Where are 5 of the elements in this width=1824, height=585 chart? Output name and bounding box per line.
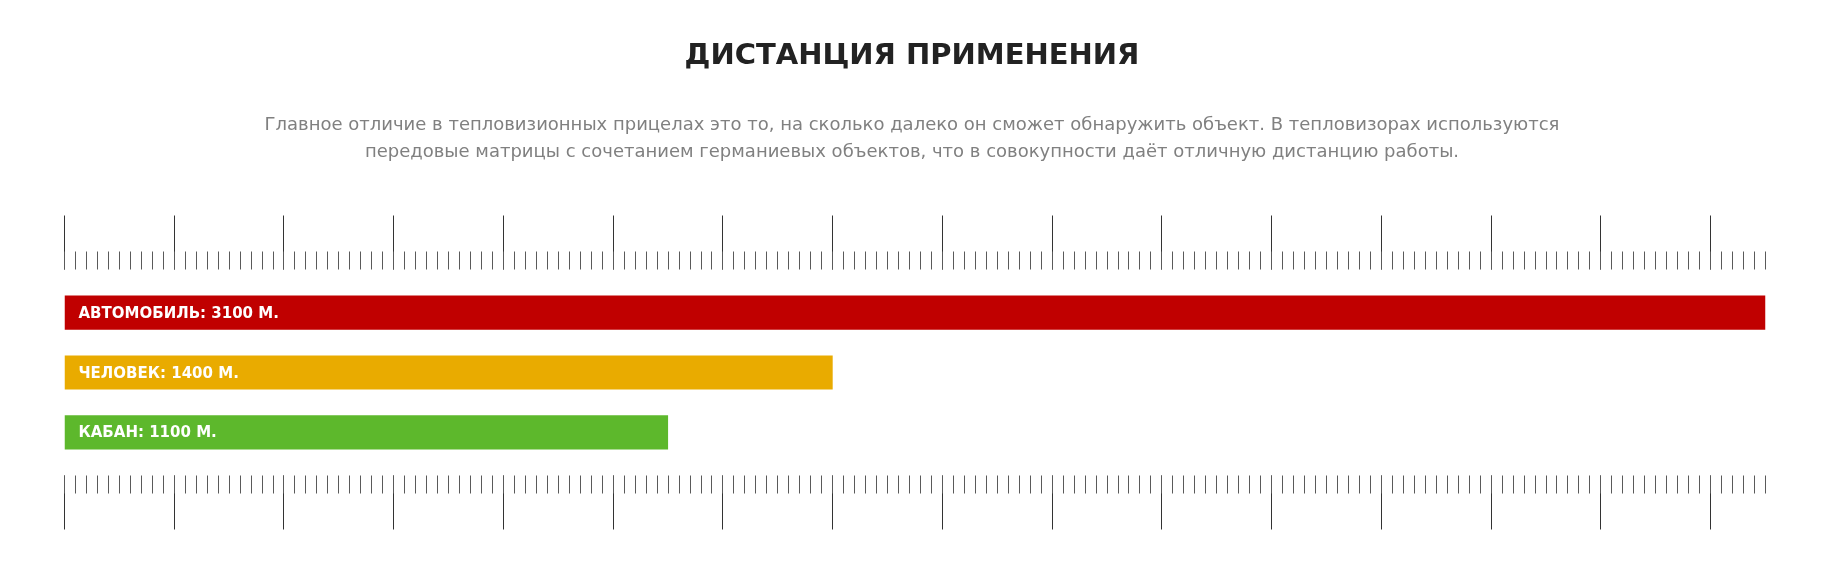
data-label: АВТОМОБИЛЬ: 3100 М. [78, 303, 279, 322]
chart-title: ДИСТАНЦИЯ ПРИМЕНЕНИЯ [684, 36, 1140, 72]
chart-subtitle: Главное отличие в тепловизионных прицелах это то, на сколько далеко он сможет обнаружить объект. В тепловизорах используются передовые матрицы с сочетанием германиевых объектов, что в совокупности даёт отличную дистанцию работы. [263, 112, 1561, 163]
data-label: КАБАН: 1100 М. [78, 423, 217, 442]
data-label: ЧЕЛОВЕК: 1400 М. [78, 363, 239, 382]
